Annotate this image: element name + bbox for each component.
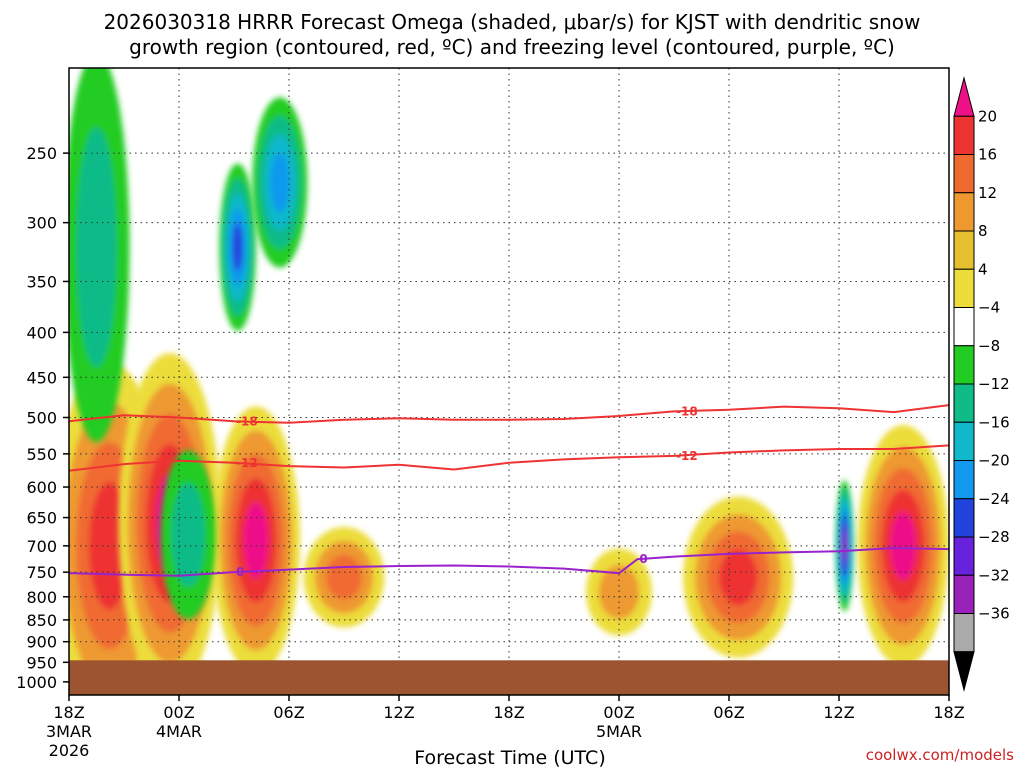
colorbar-label: −4 — [978, 299, 1000, 317]
colorbar-label: −28 — [978, 528, 1010, 546]
colorbar-swatch — [953, 76, 975, 117]
x-tick-label: 12Z — [823, 703, 854, 722]
colorbar-swatch — [953, 574, 975, 614]
colorbar-label: −16 — [978, 413, 1010, 431]
colorbar-swatch — [953, 460, 975, 500]
colorbar-swatch — [953, 421, 975, 461]
colorbar-swatch — [953, 115, 975, 155]
omega-region — [683, 496, 794, 658]
dgz-minus18-label: -18 — [676, 404, 698, 418]
y-tick-label: 550 — [26, 445, 57, 464]
x-tick-label: 06Z — [713, 703, 744, 722]
ground-surface — [69, 660, 949, 695]
omega-band — [890, 511, 917, 581]
omega-region — [212, 406, 300, 675]
colorbar-label: 12 — [978, 184, 997, 202]
omega-region — [160, 450, 216, 620]
colorbar-label: 20 — [978, 107, 997, 125]
colorbar-label: −32 — [978, 566, 1010, 584]
freezing-level-line — [69, 547, 949, 577]
omega-band — [270, 152, 290, 213]
colorbar-swatch — [953, 613, 975, 653]
y-tick-label: 850 — [26, 611, 57, 630]
colorbar-swatch — [953, 498, 975, 538]
colorbar-swatch — [953, 192, 975, 232]
x-tick-label: 00Z — [603, 703, 634, 722]
x-tick-date: 3MAR — [46, 722, 92, 741]
freezing-level-label: 0 — [236, 565, 244, 579]
y-tick-label: 650 — [26, 509, 57, 528]
colorbar-swatch — [953, 651, 975, 692]
temperature-contours: -18 -18 -12 -12 0 0 — [69, 404, 949, 579]
x-tick-year: 2026 — [49, 741, 90, 760]
omega-band — [243, 502, 269, 579]
x-tick-date: 4MAR — [156, 722, 202, 741]
y-tick-label: 350 — [26, 272, 57, 291]
credit-text: coolwx.com/models — [866, 746, 1014, 764]
y-axis-ticks: 250 300 350 400 450 500 550 600 650 700 750 800 850 9… — [16, 144, 69, 692]
omega-region — [857, 424, 949, 667]
x-tick-label: 00Z — [163, 703, 194, 722]
chart-title-line1: 2026030318 HRRR Forecast Omega (shaded, … — [104, 10, 921, 34]
y-tick-label: 600 — [26, 478, 57, 497]
x-tick-label: 12Z — [383, 703, 414, 722]
omega-region — [69, 68, 130, 443]
dgz-minus12-label: -12 — [236, 456, 258, 470]
colorbar-swatch — [953, 345, 975, 385]
y-tick-label: 450 — [26, 368, 57, 387]
x-tick-date: 5MAR — [596, 722, 642, 741]
x-tick-label: 18Z — [493, 703, 524, 722]
x-tick-label: 18Z — [53, 703, 84, 722]
colorbar-label: −20 — [978, 452, 1010, 470]
colorbar-label: −36 — [978, 605, 1010, 623]
y-tick-label: 750 — [26, 563, 57, 582]
omega-band — [326, 554, 362, 600]
y-tick-label: 900 — [26, 633, 57, 652]
y-tick-label: 400 — [26, 323, 57, 342]
x-axis-label: Forecast Time (UTC) — [414, 747, 605, 768]
colorbar-label: −24 — [978, 490, 1010, 508]
colorbar-swatch — [953, 268, 975, 308]
omega-region — [835, 480, 854, 612]
colorbar-label: 4 — [978, 260, 988, 278]
y-tick-label: 300 — [26, 214, 57, 233]
colorbar: 20 16 12 8 4 −4 −8 −12 −16 −20 −24 −28 −32 −36 — [953, 76, 1010, 692]
y-tick-label: 700 — [26, 537, 57, 556]
colorbar-swatch — [953, 383, 975, 423]
omega-shading — [69, 68, 949, 695]
colorbar-swatch — [953, 154, 975, 194]
colorbar-label: −8 — [978, 337, 1000, 355]
omega-band — [76, 127, 117, 368]
omega-region — [252, 97, 308, 268]
colorbar-label: −12 — [978, 375, 1010, 393]
dgz-minus18-label: -18 — [236, 414, 258, 428]
y-tick-label: 950 — [26, 653, 57, 672]
omega-band — [171, 482, 206, 587]
y-tick-label: 250 — [26, 144, 57, 163]
omega-region — [303, 526, 385, 628]
y-tick-label: 1000 — [16, 673, 57, 692]
colorbar-label: 16 — [978, 146, 997, 164]
colorbar-swatch — [953, 230, 975, 270]
colorbar-swatch — [953, 307, 975, 347]
dgz-minus12-label: -12 — [676, 449, 698, 463]
freezing-level-label: 0 — [639, 552, 647, 566]
omega-region — [219, 163, 256, 332]
colorbar-swatch — [953, 536, 975, 576]
dgz-minus12-line — [69, 444, 949, 472]
y-tick-label: 500 — [26, 408, 57, 427]
y-tick-label: 800 — [26, 588, 57, 607]
omega-band — [232, 223, 243, 272]
dgz-minus18-line — [69, 404, 949, 424]
chart-title-line2: growth region (contoured, red, ºC) and f… — [129, 35, 895, 59]
x-tick-label: 06Z — [273, 703, 304, 722]
plot-area: -18 -18 -12 -12 0 0 — [69, 68, 949, 695]
x-tick-label: 18Z — [933, 703, 964, 722]
colorbar-label: 8 — [978, 222, 988, 240]
